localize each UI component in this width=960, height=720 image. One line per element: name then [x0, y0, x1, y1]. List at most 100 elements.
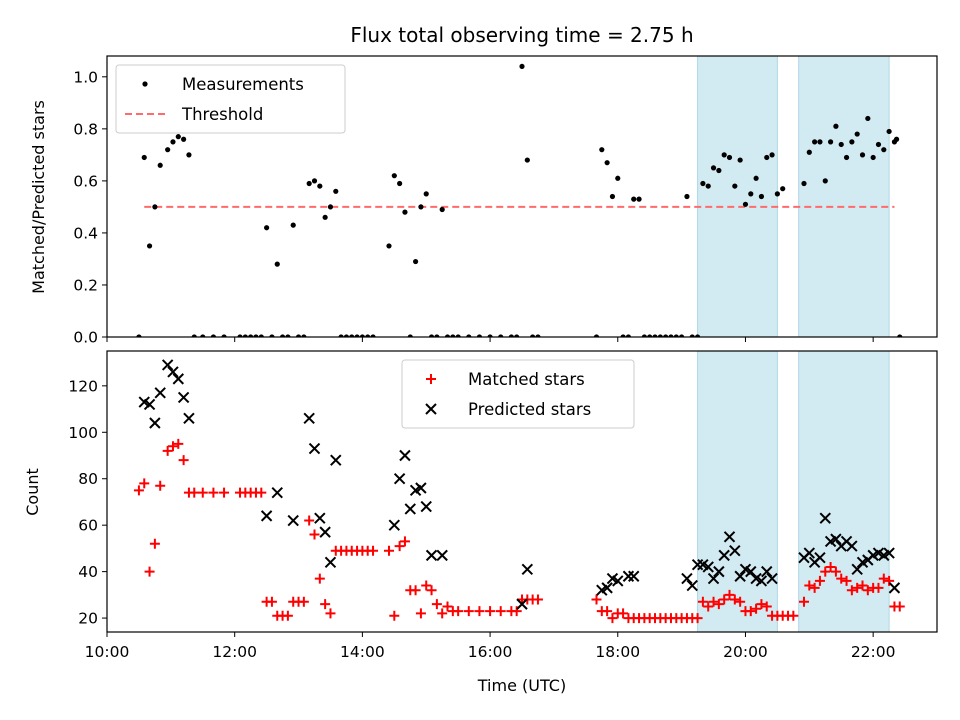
data-point — [437, 608, 448, 619]
data-point — [615, 175, 621, 181]
legend: Matched stars Predicted stars — [401, 359, 635, 429]
data-point — [274, 261, 280, 267]
data-point — [219, 487, 230, 498]
data-point — [170, 139, 176, 145]
x-tick-label: 14:00 — [340, 643, 385, 661]
data-point — [165, 147, 171, 153]
data-point — [516, 598, 528, 610]
series-matched-stars — [133, 438, 905, 624]
data-point — [383, 545, 394, 556]
data-point — [713, 599, 724, 610]
y-tick-label: 100 — [68, 424, 98, 442]
data-point — [152, 204, 158, 210]
y-tick-label: 20 — [78, 610, 98, 628]
y-tick-label: 1.0 — [73, 68, 98, 86]
data-point — [686, 579, 698, 592]
data-point — [798, 596, 809, 607]
data-point — [319, 526, 331, 538]
data-point — [745, 565, 757, 578]
data-point — [742, 201, 749, 207]
data-point — [713, 565, 725, 578]
x-tick-label: 16:00 — [468, 643, 513, 661]
data-point — [641, 334, 647, 337]
data-point — [751, 603, 762, 614]
data-point — [732, 183, 738, 189]
data-point — [886, 128, 892, 135]
data-point — [849, 139, 855, 145]
data-point — [173, 438, 184, 449]
legend-label-predicted-stars: Predicted stars — [468, 400, 591, 419]
data-point — [177, 391, 190, 404]
data-point — [827, 139, 834, 145]
data-point — [788, 610, 799, 621]
data-point — [836, 573, 847, 584]
data-point — [700, 180, 706, 187]
data-point — [591, 594, 602, 605]
data-point — [673, 334, 679, 337]
data-point — [197, 487, 208, 498]
legend-marker-measurements — [142, 81, 148, 87]
data-point — [689, 334, 695, 337]
data-point — [161, 359, 174, 371]
data-point — [317, 183, 323, 189]
data-point — [612, 575, 624, 587]
data-point — [604, 160, 610, 166]
data-point — [593, 334, 600, 337]
data-point — [745, 606, 756, 617]
data-point — [812, 139, 818, 145]
data-point — [636, 196, 642, 202]
y-tick-label: 40 — [78, 563, 98, 581]
data-point — [532, 594, 543, 605]
data-point — [620, 334, 626, 337]
data-point — [609, 193, 616, 200]
legend-box — [115, 64, 346, 134]
data-point — [359, 334, 365, 337]
data-point — [144, 566, 155, 577]
data-point — [391, 173, 397, 179]
data-point — [862, 585, 873, 596]
data-point — [415, 608, 426, 619]
data-point — [143, 398, 156, 411]
data-point — [830, 566, 841, 577]
data-point — [444, 334, 451, 337]
data-point — [402, 209, 408, 215]
data-point — [854, 131, 860, 137]
data-point — [455, 334, 461, 337]
data-point — [883, 547, 895, 559]
data-point — [806, 149, 812, 155]
data-point — [175, 134, 181, 140]
y-tick-label: 120 — [68, 377, 98, 395]
data-point — [625, 334, 632, 337]
data-point — [817, 139, 823, 145]
data-point — [420, 500, 432, 513]
data-point — [136, 334, 142, 337]
data-point — [729, 545, 741, 557]
data-point — [894, 601, 905, 612]
data-point — [393, 473, 406, 485]
data-point — [320, 599, 331, 610]
observing-window-2 — [798, 350, 890, 633]
data-point — [423, 191, 429, 197]
data-point — [838, 141, 844, 148]
data-point — [324, 556, 337, 569]
data-point — [264, 225, 270, 231]
data-point — [208, 487, 219, 498]
data-point — [237, 334, 243, 337]
data-point — [737, 157, 743, 163]
data-point — [266, 596, 277, 607]
data-point — [888, 582, 901, 594]
series-predicted-stars — [138, 359, 901, 610]
data-point — [256, 487, 267, 498]
data-point — [463, 606, 474, 617]
data-point — [511, 606, 522, 617]
data-point — [410, 585, 421, 596]
data-point — [389, 610, 400, 621]
data-point — [521, 563, 534, 576]
data-point — [705, 183, 711, 189]
bottom-y-axis-label: Count — [23, 468, 42, 516]
data-point — [809, 582, 820, 593]
data-point — [514, 334, 520, 337]
data-point — [820, 566, 831, 577]
data-point — [735, 596, 746, 607]
